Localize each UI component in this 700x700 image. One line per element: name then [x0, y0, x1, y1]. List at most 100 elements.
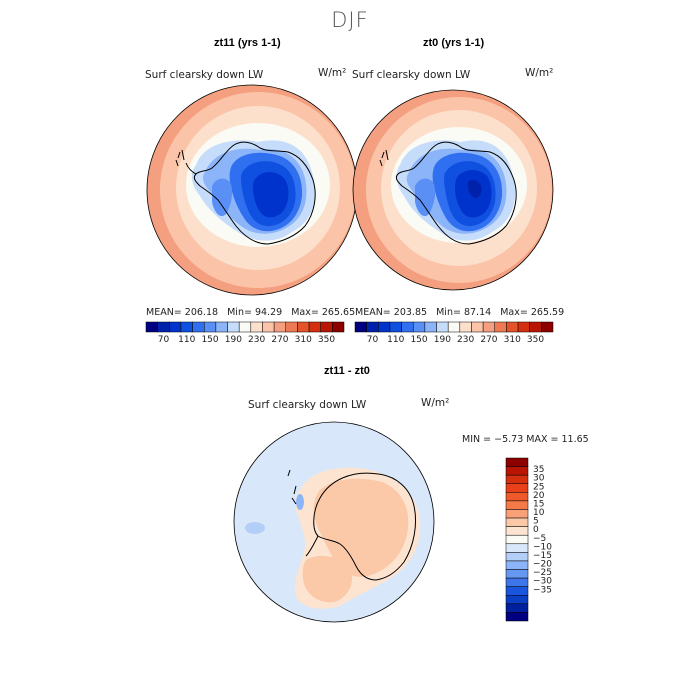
- panel-2-units: W/m²: [525, 67, 554, 79]
- colorbar-swatch: [471, 321, 484, 333]
- colorbar-swatch: [297, 321, 310, 333]
- panel-1-stats: MEAN= 206.18 Min= 94.29 Max= 265.65: [146, 307, 355, 318]
- colorbar-swatch: [541, 321, 554, 333]
- colorbar-swatch: [505, 526, 529, 536]
- colorbar-tick-label: 70: [158, 335, 170, 345]
- colorbar-swatch: [505, 457, 529, 467]
- colorbar-swatch: [273, 321, 287, 333]
- coastline: [185, 141, 316, 245]
- coastline-south-america: [175, 149, 185, 167]
- field-contour-peninsula: [415, 178, 436, 217]
- colorbar-tick-label: −30: [533, 577, 552, 587]
- colorbar-tick-label: 15: [533, 499, 544, 509]
- colorbar-swatch: [505, 466, 529, 476]
- panel-1-field: Surf clearsky down LW: [145, 69, 264, 81]
- colorbar-tick-label: −15: [533, 551, 552, 561]
- field-contour-positive: [302, 555, 353, 603]
- colorbar-tick-label: 10: [533, 508, 545, 518]
- colorbar-swatch: [412, 321, 426, 333]
- colorbar-tick-label: 110: [387, 335, 404, 345]
- colorbar-swatch: [447, 321, 461, 333]
- colorbar-swatch: [401, 321, 414, 333]
- colorbar-swatch: [320, 321, 333, 333]
- min-label: Min=: [227, 307, 252, 318]
- colorbar-tick-label: 190: [434, 335, 451, 345]
- colorbar-tick-label: 150: [201, 335, 218, 345]
- colorbar-swatch: [505, 543, 529, 553]
- colorbar-swatch: [505, 517, 529, 527]
- colorbar-tick-label: −35: [533, 585, 552, 595]
- coastline: [395, 141, 517, 245]
- colorbar-tick-label: 35: [533, 465, 544, 475]
- diff-panel-stats: MIN = −5.73 MAX = 11.65: [462, 434, 589, 445]
- field-contour-peninsula: [212, 178, 233, 217]
- coastline: [305, 472, 417, 581]
- colorbar-swatch: [238, 321, 252, 333]
- colorbar-tick-label: 270: [480, 335, 497, 345]
- colorbar-swatch: [389, 321, 402, 333]
- colorbar-tick-label: 310: [504, 335, 521, 345]
- panel-1-map: [146, 84, 358, 296]
- colorbar-swatch: [262, 321, 275, 333]
- colorbar-tick-label: 70: [367, 335, 379, 345]
- colorbar-tick-label: 190: [225, 335, 242, 345]
- colorbar-swatch: [180, 321, 193, 333]
- colorbar-swatch: [436, 321, 449, 333]
- colorbar-swatch: [157, 321, 170, 333]
- colorbar-swatch: [505, 534, 529, 545]
- colorbar-swatch: [505, 509, 529, 519]
- colorbar-tick-label: 110: [178, 335, 195, 345]
- colorbar-swatch: [505, 586, 529, 596]
- min-value: 94.29: [254, 307, 283, 318]
- colorbar-swatch: [506, 321, 519, 333]
- colorbar-swatch: [505, 569, 529, 579]
- max-label: MAX =: [526, 434, 559, 445]
- min-label: MIN =: [462, 434, 492, 445]
- colorbar-swatch: [494, 321, 507, 333]
- field-contour-negative: [296, 494, 304, 510]
- colorbar-swatch: [285, 321, 298, 333]
- colorbar-swatch: [378, 321, 391, 333]
- diff-panel-field: Surf clearsky down LW: [248, 399, 367, 411]
- colorbar-swatch: [332, 321, 345, 333]
- diff-panel-title: zt11 - zt0: [324, 365, 370, 377]
- colorbar-swatch: [354, 321, 367, 333]
- colorbar-swatch: [505, 560, 529, 570]
- colorbar-swatch: [308, 321, 321, 333]
- colorbar-swatch: [250, 321, 263, 333]
- colorbar-swatch: [505, 577, 529, 587]
- mean-value: 203.85: [393, 307, 428, 318]
- colorbar-swatch: [505, 483, 529, 493]
- panel-2-title: zt0 (yrs 1-1): [423, 37, 485, 49]
- panel-2-field: Surf clearsky down LW: [352, 69, 471, 81]
- panel-2-colorbar: 70 110 150 190 230 270 310 350: [354, 321, 554, 345]
- max-value: 11.65: [561, 434, 589, 445]
- colorbar-swatch: [505, 595, 529, 605]
- panel-2-map: [352, 89, 554, 291]
- mean-label: MEAN=: [355, 307, 391, 318]
- colorbar-tick-label: 230: [457, 335, 474, 345]
- colorbar-swatch: [505, 603, 529, 613]
- coastline-south-america: [379, 149, 389, 167]
- colorbar-swatch: [505, 500, 529, 510]
- colorbar-tick-label: −10: [533, 542, 552, 552]
- colorbar-swatch: [192, 321, 205, 333]
- colorbar-swatch: [459, 321, 472, 333]
- colorbar-tick-label: 230: [248, 335, 265, 345]
- max-value: 265.59: [530, 307, 565, 318]
- field-contour-positive: [313, 478, 409, 577]
- colorbar-swatch: [169, 321, 182, 333]
- diff-panel-map: [233, 421, 435, 623]
- colorbar-swatch: [145, 321, 158, 333]
- coastline-south-america: [287, 469, 297, 505]
- diff-panel-units: W/m²: [421, 397, 450, 409]
- colorbar-swatch: [215, 321, 228, 333]
- colorbar-swatch: [529, 321, 542, 333]
- colorbar-tick-label: 350: [318, 335, 335, 345]
- colorbar-tick-label: −20: [533, 560, 552, 570]
- figure-title: DJF: [331, 8, 369, 32]
- colorbar-tick-label: 150: [410, 335, 427, 345]
- field-contour-negative: [245, 522, 265, 534]
